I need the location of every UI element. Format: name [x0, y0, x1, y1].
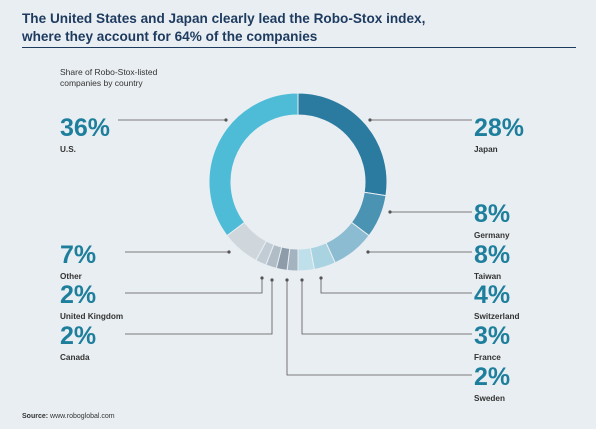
- slice-labels: 28%Japan8%Germany8%Taiwan4%Switzerland3%…: [60, 114, 524, 403]
- category-label-germany: Germany: [474, 231, 510, 240]
- leader-line-france: [301, 280, 472, 335]
- category-label-france: France: [474, 353, 501, 362]
- chart-title-line-2: where they account for 64% of the compan…: [22, 29, 318, 44]
- donut-slices: [208, 92, 388, 272]
- category-label-canada: Canada: [60, 353, 90, 362]
- leader-dot-united-kingdom: [260, 276, 264, 280]
- category-label-taiwan: Taiwan: [474, 272, 501, 281]
- data-label-u-s: 36%: [60, 114, 110, 142]
- leader-line-sweden: [286, 280, 472, 376]
- chart-title-line-1: The United States and Japan clearly lead…: [22, 11, 426, 26]
- title-divider: [22, 47, 576, 48]
- data-label-germany: 8%: [474, 200, 510, 228]
- data-label-japan: 28%: [474, 114, 524, 142]
- leader-dot-taiwan: [366, 250, 370, 254]
- data-label-taiwan: 8%: [474, 241, 510, 269]
- source-text: www.roboglobal.com: [50, 413, 115, 420]
- chart-subtitle-line-2: companies by country: [60, 78, 143, 88]
- leader-line-switzerland: [320, 278, 472, 294]
- data-label-switzerland: 4%: [474, 281, 510, 309]
- slice-japan: [297, 92, 388, 197]
- leader-line-canada: [125, 280, 273, 335]
- category-label-other: Other: [60, 272, 83, 281]
- data-label-united-kingdom: 2%: [60, 281, 96, 309]
- leader-line-united-kingdom: [125, 278, 263, 294]
- source-label: Source:: [22, 413, 49, 420]
- source-note: Source: www.roboglobal.com: [22, 413, 115, 420]
- leader-dot-japan: [368, 118, 372, 122]
- category-label-u-s: U.S.: [60, 145, 76, 154]
- data-label-sweden: 2%: [474, 363, 510, 391]
- leader-dot-other: [227, 250, 231, 254]
- data-label-canada: 2%: [60, 322, 96, 350]
- chart-subtitle-line-1: Share of Robo-Stox-listed: [60, 67, 158, 77]
- leader-dot-canada: [270, 278, 274, 282]
- category-label-united-kingdom: United Kingdom: [60, 312, 123, 321]
- leader-dot-switzerland: [319, 276, 323, 280]
- leader-dot-sweden: [285, 278, 289, 282]
- data-label-other: 7%: [60, 241, 96, 269]
- category-label-japan: Japan: [474, 145, 498, 154]
- chart-title: The United States and Japan clearly lead…: [22, 10, 582, 46]
- leader-dot-germany: [388, 210, 392, 214]
- leader-dot-france: [300, 278, 304, 282]
- slice-u-s: [208, 92, 299, 237]
- leader-dot-u-s: [224, 118, 228, 122]
- category-label-sweden: Sweden: [474, 394, 505, 403]
- chart-subtitle: Share of Robo-Stox-listed companies by c…: [60, 67, 220, 89]
- data-label-france: 3%: [474, 322, 510, 350]
- category-label-switzerland: Switzerland: [474, 312, 520, 321]
